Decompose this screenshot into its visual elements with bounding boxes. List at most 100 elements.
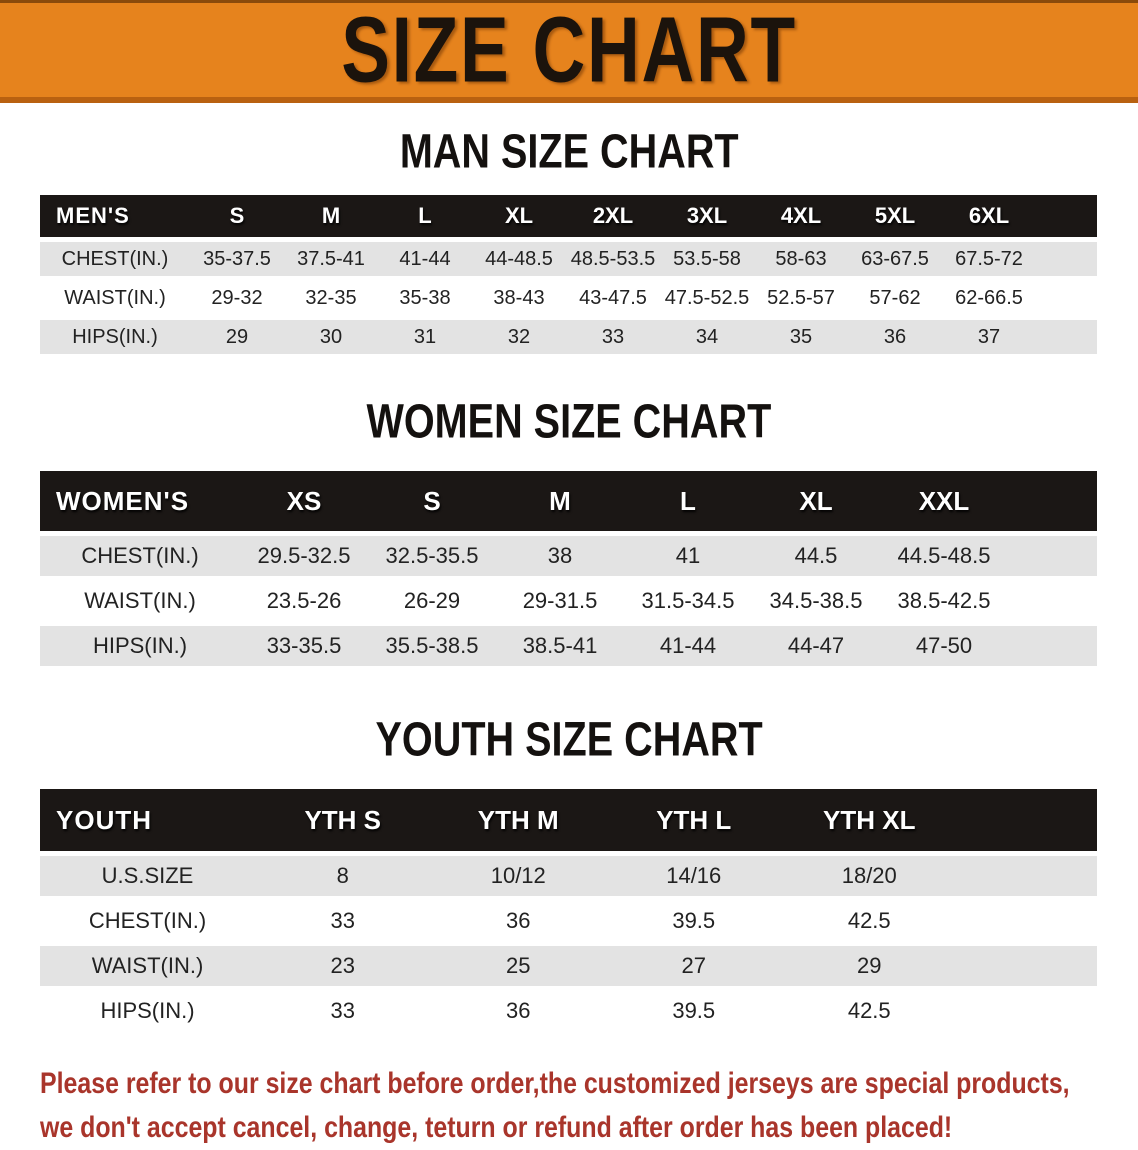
size-value: 58-63 (754, 242, 848, 276)
size-value: 32 (472, 320, 566, 354)
size-value: 63-67.5 (848, 242, 942, 276)
size-value: 14/16 (606, 856, 782, 896)
size-value: 33-35.5 (240, 626, 368, 666)
size-value: 43-47.5 (566, 281, 660, 315)
row-spacer-cell (1036, 242, 1097, 276)
size-value: 35-38 (378, 281, 472, 315)
size-value: 67.5-72 (942, 242, 1036, 276)
youth-section-title-text: YOUTH SIZE CHART (375, 712, 763, 767)
size-value: 39.5 (606, 901, 782, 941)
size-value: 42.5 (781, 991, 957, 1031)
men-section-title: MAN SIZE CHART (0, 126, 1138, 182)
size-value: 32.5-35.5 (368, 536, 496, 576)
size-value: 38-43 (472, 281, 566, 315)
youth-section-title: YOUTH SIZE CHART (0, 712, 1138, 770)
size-value: 53.5-58 (660, 242, 754, 276)
size-value: 29-32 (190, 281, 284, 315)
table-header-row: YOUTH YTH S YTH M YTH L YTH XL (40, 789, 1097, 851)
row-spacer-cell (1008, 536, 1097, 576)
order-disclaimer: Please refer to our size chart before or… (40, 1062, 1138, 1150)
table-title-cell: YOUTH (40, 789, 255, 851)
size-value: 23 (255, 946, 431, 986)
row-spacer-cell (957, 901, 1097, 941)
row-label: WAIST(IN.) (40, 581, 240, 621)
row-spacer-cell (1036, 320, 1097, 354)
row-spacer-cell (1008, 626, 1097, 666)
men-size-section: MAN SIZE CHART MEN'S S M L XL 2XL 3XL 4XL 5XL 6XL… (0, 126, 1138, 359)
size-column-header: 5XL (848, 195, 942, 237)
row-spacer-cell (1008, 581, 1097, 621)
table-header-row: WOMEN'S XS S M L XL XXL (40, 471, 1097, 531)
size-value: 35-37.5 (190, 242, 284, 276)
row-label: HIPS(IN.) (40, 626, 240, 666)
women-section-title: WOMEN SIZE CHART (0, 396, 1138, 452)
size-value: 25 (430, 946, 606, 986)
size-value: 29 (190, 320, 284, 354)
size-column-header: XL (472, 195, 566, 237)
measurement-row: CHEST(IN.) 29.5-32.5 32.5-35.5 38 41 44.5 44.5… (40, 536, 1097, 576)
row-label: CHEST(IN.) (40, 242, 190, 276)
size-column-header: YTH L (606, 789, 782, 851)
size-value: 31 (378, 320, 472, 354)
size-value: 42.5 (781, 901, 957, 941)
size-column-header: M (496, 471, 624, 531)
header-spacer-cell (1036, 195, 1097, 237)
size-column-header: S (190, 195, 284, 237)
size-value: 36 (430, 991, 606, 1031)
size-column-header: L (624, 471, 752, 531)
size-value: 33 (255, 991, 431, 1031)
measurement-row: WAIST(IN.) 23 25 27 29 (40, 946, 1097, 986)
size-value: 44-48.5 (472, 242, 566, 276)
size-value: 41-44 (378, 242, 472, 276)
size-column-header: S (368, 471, 496, 531)
size-value: 36 (848, 320, 942, 354)
size-column-header: M (284, 195, 378, 237)
size-value: 31.5-34.5 (624, 581, 752, 621)
women-size-section: WOMEN SIZE CHART WOMEN'S XS S M L XL XXL CHEST(… (0, 396, 1138, 671)
size-value: 35 (754, 320, 848, 354)
size-value: 34.5-38.5 (752, 581, 880, 621)
size-value: 38.5-41 (496, 626, 624, 666)
size-value: 35.5-38.5 (368, 626, 496, 666)
size-value: 44-47 (752, 626, 880, 666)
size-column-header: 2XL (566, 195, 660, 237)
size-value: 29-31.5 (496, 581, 624, 621)
size-value: 44.5-48.5 (880, 536, 1008, 576)
size-value: 47-50 (880, 626, 1008, 666)
size-value: 37 (942, 320, 1036, 354)
table-title-cell: MEN'S (40, 195, 190, 237)
row-label: WAIST(IN.) (40, 281, 190, 315)
size-column-header: XS (240, 471, 368, 531)
row-label: CHEST(IN.) (40, 901, 255, 941)
size-value: 8 (255, 856, 431, 896)
size-column-header: YTH M (430, 789, 606, 851)
measurement-row: WAIST(IN.) 23.5-26 26-29 29-31.5 31.5-34.5 34… (40, 581, 1097, 621)
size-value: 48.5-53.5 (566, 242, 660, 276)
disclaimer-line-2: we don't accept cancel, change, teturn o… (40, 1111, 953, 1144)
size-value: 26-29 (368, 581, 496, 621)
row-label: CHEST(IN.) (40, 536, 240, 576)
table-title-cell: WOMEN'S (40, 471, 240, 531)
header-spacer-cell (957, 789, 1097, 851)
size-chart-banner: SIZE CHART (0, 0, 1138, 103)
size-column-header: YTH S (255, 789, 431, 851)
measurement-row: HIPS(IN.) 29 30 31 32 33 34 35 36 37 (40, 320, 1097, 354)
women-size-table: WOMEN'S XS S M L XL XXL CHEST(IN.) 29.5-32.5 32.5… (40, 466, 1097, 671)
row-label: HIPS(IN.) (40, 991, 255, 1031)
size-value: 18/20 (781, 856, 957, 896)
size-value: 38.5-42.5 (880, 581, 1008, 621)
size-value: 41-44 (624, 626, 752, 666)
measurement-row: U.S.SIZE 8 10/12 14/16 18/20 (40, 856, 1097, 896)
size-value: 44.5 (752, 536, 880, 576)
size-column-header: 4XL (754, 195, 848, 237)
size-value: 41 (624, 536, 752, 576)
men-size-table: MEN'S S M L XL 2XL 3XL 4XL 5XL 6XL CHEST(IN.) 35-37… (40, 190, 1097, 359)
measurement-row: HIPS(IN.) 33-35.5 35.5-38.5 38.5-41 41-44 44-… (40, 626, 1097, 666)
size-value: 33 (566, 320, 660, 354)
size-value: 29 (781, 946, 957, 986)
size-value: 10/12 (430, 856, 606, 896)
measurement-row: CHEST(IN.) 33 36 39.5 42.5 (40, 901, 1097, 941)
size-value: 57-62 (848, 281, 942, 315)
size-value: 34 (660, 320, 754, 354)
row-label: WAIST(IN.) (40, 946, 255, 986)
